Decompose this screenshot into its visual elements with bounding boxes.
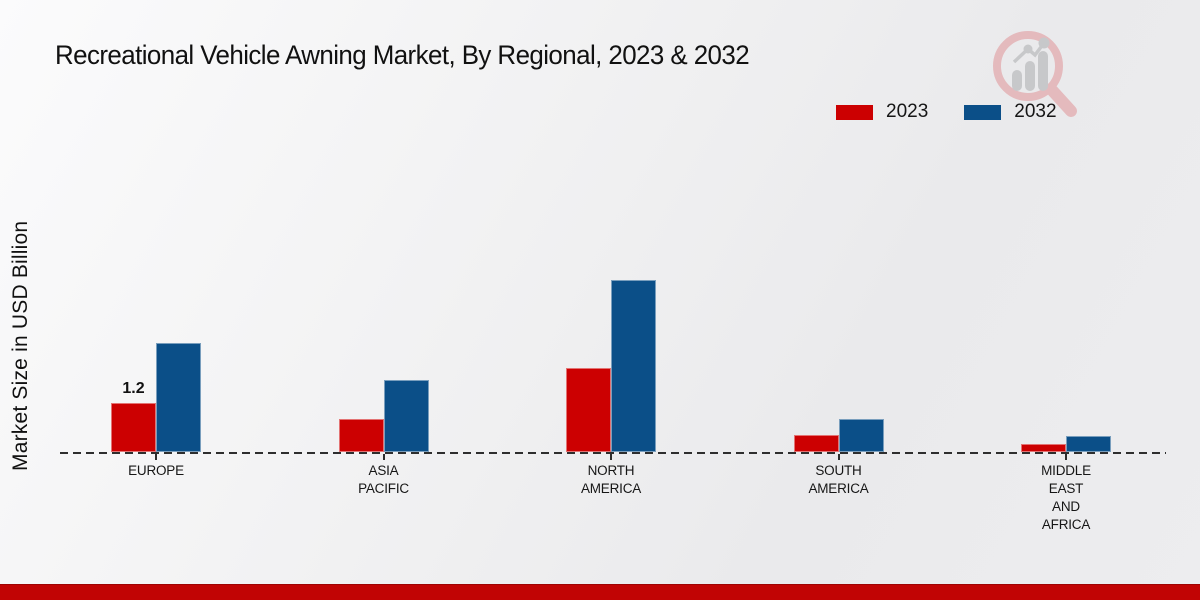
bar-2032-category-1 [383, 380, 429, 452]
category-label-2: NORTH AMERICA [580, 463, 642, 496]
legend-label-2023: 2023 [886, 101, 929, 122]
x-axis-line [60, 452, 1166, 454]
bar-2032-category-2 [611, 280, 656, 452]
chart-title: Recreational Vehicle Awning Market, By R… [55, 40, 750, 70]
bar-2032-category-0 [156, 343, 201, 452]
bar-2023-category-3 [793, 435, 839, 452]
category-label-0: EUROPE [128, 463, 184, 478]
x-axis-tick-1 [382, 454, 385, 460]
bar-2032-category-3 [838, 419, 884, 452]
x-axis-tick-3 [837, 454, 840, 460]
legend: 2023 2032 [836, 101, 1057, 123]
legend-item-2032: 2032 [964, 101, 1057, 123]
bar-2032-category-4 [1066, 436, 1111, 452]
magnifier-bar-chart-logo-icon [993, 31, 1077, 117]
legend-swatch-2032 [964, 104, 1002, 120]
bar-2023-category-4 [1021, 444, 1066, 452]
category-label-3: SOUTH AMERICA [808, 463, 869, 496]
bar-2023-category-0 [111, 403, 156, 452]
x-axis-tick-4 [1065, 454, 1067, 460]
category-label-4: MIDDLE EAST AND AFRICA [1041, 463, 1091, 532]
category-label-1: ASIA PACIFIC [358, 463, 409, 496]
legend-label-2032: 2032 [1014, 101, 1057, 122]
x-axis-tick-2 [610, 454, 612, 460]
bar-2023-category-1 [338, 419, 384, 452]
x-axis-tick-0 [155, 454, 157, 460]
bar-value-label: 1.2 [122, 380, 145, 397]
footer-bar [0, 584, 1200, 600]
legend-item-2023: 2023 [836, 101, 928, 123]
legend-swatch-2023 [836, 104, 873, 120]
bar-2023-category-2 [566, 368, 611, 452]
